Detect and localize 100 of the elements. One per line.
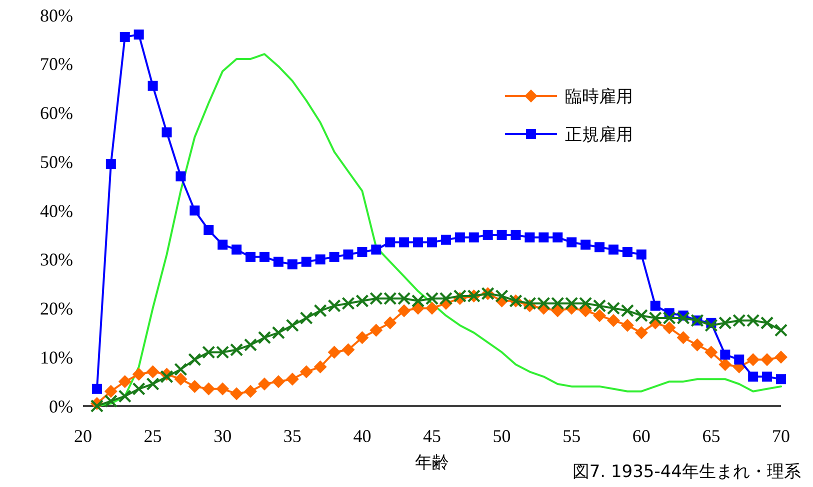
point (162, 127, 172, 138)
point (720, 350, 730, 360)
point (258, 378, 271, 391)
x-tick-label: 55 (562, 426, 581, 446)
point (776, 374, 786, 384)
point (676, 331, 690, 344)
point (718, 358, 732, 371)
y-tick-label: 20% (40, 298, 73, 319)
point (454, 232, 465, 242)
point (134, 30, 144, 40)
point (384, 316, 397, 330)
legend-label: 臨時雇用 (565, 86, 633, 107)
point (412, 302, 425, 315)
point (370, 324, 383, 337)
point (314, 360, 327, 374)
x-axis-title: 年齢 (415, 453, 449, 473)
y-tick-label: 40% (40, 200, 73, 221)
point (300, 365, 313, 378)
point (748, 372, 758, 382)
point (301, 256, 312, 267)
point (774, 324, 788, 337)
point (148, 80, 158, 91)
point (92, 384, 102, 394)
point (90, 399, 104, 413)
point (120, 32, 130, 42)
point (328, 346, 341, 359)
x-tick-label: 25 (144, 426, 162, 446)
point (258, 330, 272, 344)
point (272, 326, 286, 340)
point (538, 232, 549, 242)
point (426, 302, 438, 315)
point (468, 232, 479, 242)
y-tick-label: 30% (40, 250, 73, 270)
legend-label: 正規雇用 (565, 124, 633, 145)
point (385, 237, 396, 248)
x-tick-label: 40 (353, 426, 372, 446)
point (118, 375, 132, 388)
point (188, 352, 202, 366)
x-tick-label: 65 (702, 426, 720, 446)
point (259, 252, 270, 262)
point (246, 252, 256, 262)
point (662, 321, 676, 334)
point (204, 225, 214, 236)
x-tick-label: 35 (283, 426, 302, 446)
point (118, 390, 132, 403)
y-tick-label: 10% (40, 347, 73, 368)
point (146, 377, 160, 391)
point (357, 247, 368, 258)
point (594, 242, 605, 252)
point (620, 318, 634, 332)
point (300, 311, 313, 325)
point (622, 247, 632, 258)
point (174, 362, 188, 376)
x-tick-label: 30 (214, 426, 232, 446)
point (343, 249, 354, 260)
point (244, 338, 258, 352)
point (216, 382, 230, 396)
point (104, 394, 118, 408)
y-tick-label: 70% (40, 54, 73, 74)
x-tick-label: 50 (492, 426, 511, 446)
point (356, 331, 369, 344)
point (427, 237, 437, 248)
point (188, 380, 202, 393)
point (104, 384, 118, 398)
point (704, 346, 718, 359)
point (650, 300, 660, 311)
point (746, 353, 760, 366)
point (230, 387, 244, 400)
point (608, 244, 618, 255)
point (734, 354, 744, 365)
point (606, 314, 620, 327)
x-tick-label: 70 (772, 426, 790, 446)
point (315, 254, 326, 264)
point (496, 230, 507, 240)
point (580, 240, 591, 250)
x-tick-label: 45 (423, 426, 441, 446)
point (482, 230, 493, 240)
point (510, 230, 521, 240)
point (176, 171, 186, 182)
point (287, 259, 298, 270)
point (566, 237, 577, 248)
point (552, 232, 563, 242)
y-tick-label: 50% (40, 152, 73, 172)
x-tick-label: 20 (74, 426, 92, 446)
point (329, 252, 340, 262)
point (440, 234, 451, 245)
point (398, 304, 411, 318)
point (314, 304, 327, 318)
point (762, 372, 772, 382)
point (160, 370, 174, 384)
y-tick-label: 60% (40, 103, 73, 124)
y-tick-label: 80% (40, 5, 73, 26)
point (232, 244, 242, 255)
point (774, 350, 788, 364)
point (174, 372, 188, 386)
point (342, 343, 355, 356)
point (593, 309, 606, 322)
point (273, 256, 284, 267)
point (244, 384, 258, 398)
point (202, 382, 216, 396)
